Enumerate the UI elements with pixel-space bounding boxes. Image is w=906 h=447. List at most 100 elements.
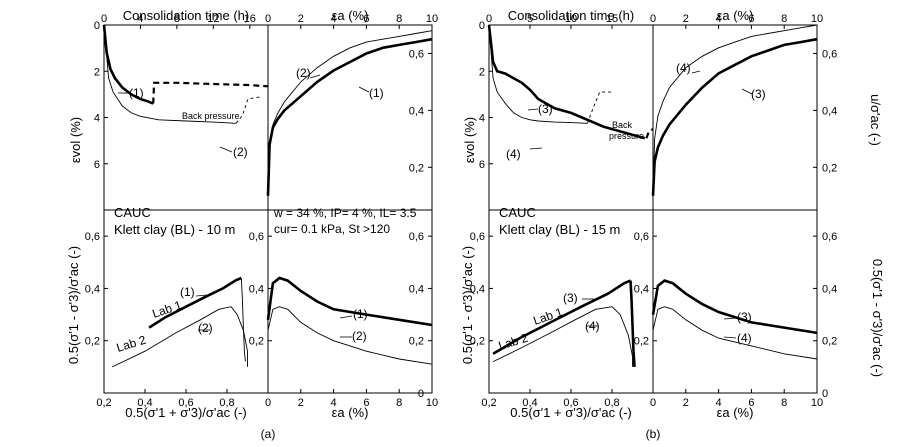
plot-frame-b-porepressure: [652, 24, 818, 211]
series-line-0-0: [102, 24, 154, 105]
panel-b-title-line2: Klett clay (BL) - 15 m: [499, 222, 620, 237]
axis-title-u-right: u/σ'ac (-): [868, 94, 883, 146]
xtick-top-strain-1-ticklabel-3: 6: [748, 13, 754, 25]
series-line-4-2: [586, 91, 612, 124]
yticklabel-q-1-1: 0,4: [470, 283, 485, 295]
series-line-7-1: [652, 306, 818, 360]
xtick-top-strain-1-ticklabel-1: 2: [683, 13, 689, 25]
plot-frame-a-shear: [267, 209, 433, 394]
yticklabel-u-a-0: 0,2: [409, 162, 424, 174]
yticklabel-vol-1-2: 4: [479, 113, 485, 125]
series-line-0-2: [103, 24, 237, 124]
yticklabel-vol-0-2: 4: [94, 113, 100, 125]
series-line-7-0: [651, 279, 818, 335]
yticklabel-u-b-0: 0,2: [822, 162, 837, 174]
xtick-bottom-strain-0-ticklabel-3: 6: [363, 397, 369, 409]
callout-line-b-u-3: [741, 88, 753, 95]
dynamic-chart-layer: 0 2 4 6 8 10 0 2 4 6 8 100 2 4 6 8 10 0 2 4 6 8 100 4 8 12 16 0 5 10 1…: [85, 13, 838, 409]
yticklabel-qright-a-2: 0,4: [409, 283, 424, 295]
yticklabel-vol-1-1: 2: [479, 66, 485, 78]
callout-a-cons-2: (2): [233, 145, 248, 159]
xticklabel-stress-0-0: 0,2: [96, 397, 111, 409]
xtick-top-strain-0-ticklabel-5: 10: [426, 13, 438, 25]
yticklabel-vol-0-0: 0: [94, 20, 100, 32]
back-pressure-label-a: Back pressure: [182, 111, 240, 121]
yticklabel-q-0-2: 0,6: [85, 231, 100, 243]
xticklabel-time-a-2: 8: [174, 13, 180, 25]
xticklabel-stress-0-3: 0,8: [219, 397, 234, 409]
axis-title-vol-a: εvol (%): [68, 117, 83, 163]
series-line-6-2: [492, 306, 633, 367]
xticklabel-time-a-1: 4: [137, 13, 143, 25]
axis-title-q-left-b: 0.5(σ'1 - σ'3)/σ'ac (-): [460, 246, 475, 364]
yticklabel-u-a-1: 0,4: [409, 105, 424, 117]
callout-line-a-u-1: [358, 86, 370, 93]
axis-title-strain-top-a: εa (%): [332, 8, 369, 23]
plot-frame-a-stresspath: [103, 209, 269, 394]
xtick-top-strain-0-ticklabel-1: 2: [298, 13, 304, 25]
yticklabel-vol-0-3: 6: [94, 159, 100, 171]
panel-a-title-line1: CAUC: [114, 205, 151, 220]
axis-title-time-a: Consolidation time (h): [123, 8, 249, 23]
series-line-4-0: [487, 24, 646, 140]
series-line-0-3: [235, 96, 262, 124]
xtick-bottom-strain-0-ticklabel-1: 2: [298, 397, 304, 409]
yticklabel-q-2-1: 0,4: [249, 283, 264, 295]
panel-b-caption: (b): [646, 427, 661, 441]
xtick-bottom-strain-0-ticklabel-5: 10: [426, 397, 438, 409]
series-line-1-1: [267, 30, 433, 196]
xticklabel-stress-1-1: 0,4: [522, 397, 537, 409]
series-line-2-1: [240, 277, 246, 362]
axis-title-strain-top-b: εa (%): [717, 8, 754, 23]
xticklabel-stress-0-2: 0,6: [178, 397, 193, 409]
axis-title-q-left-a: 0.5(σ'1 - σ'3)/σ'ac (-): [66, 246, 81, 364]
panel-a-props-line1: w = 34 %, IP= 4 %, IL= 3.5: [273, 206, 417, 220]
axis-title-vol-b: εvol (%): [462, 117, 477, 163]
axis-title-time-b: Consolidation time (h): [508, 8, 634, 23]
yticklabel-qright-a-3: 0,6: [409, 231, 424, 243]
axis-title-stress-b: 0.5(σ'1 + σ'3)/σ'ac (-): [510, 405, 631, 420]
back-pressure-label-b-line2: pressure: [609, 131, 644, 141]
series-line-3-0: [266, 276, 433, 327]
yticklabel-vol-1-3: 6: [479, 159, 485, 171]
callout-a-u-2: (2): [296, 66, 311, 80]
panel-b-title-line1: CAUC: [499, 205, 536, 220]
xtick-bottom-strain-1-ticklabel-2: 4: [716, 397, 722, 409]
xticklabel-time-a-3: 12: [207, 13, 219, 25]
yticklabel-q-1-0: 0,2: [470, 336, 485, 348]
axis-title-strain-bottom-b: εa (%): [717, 405, 754, 420]
callout-b-sh-4: (4): [737, 331, 752, 345]
xtick-top-strain-0-ticklabel-0: 0: [265, 13, 271, 25]
lab2-label-a: Lab 2: [115, 333, 148, 355]
yticklabel-q-0-1: 0,4: [85, 283, 100, 295]
callout-a-sp-2: (2): [198, 321, 213, 335]
series-line-2-0: [148, 276, 242, 329]
callout-b-u-4: (4): [676, 61, 691, 75]
series-line-6-0: [492, 279, 632, 355]
xticklabel-time-b-1: 5: [527, 13, 533, 25]
series-line-5-0: [651, 37, 818, 196]
xtick-top-strain-1-ticklabel-5: 10: [811, 13, 823, 25]
xticklabel-time-a-0: 0: [101, 13, 107, 25]
callout-a-sh-2: (2): [352, 329, 367, 343]
axis-title-stress-a: 0.5(σ'1 + σ'3)/σ'ac (-): [125, 405, 246, 420]
callout-a-u-1: (1): [369, 86, 384, 100]
back-pressure-label-b-line1: Back: [612, 120, 633, 130]
yticklabel-q-3-0: 0,2: [634, 336, 649, 348]
yticklabel-u-a-2: 0,6: [409, 48, 424, 60]
callout-line-b-sh-4: [723, 336, 737, 339]
xtick-bottom-strain-0-ticklabel-4: 8: [396, 397, 402, 409]
xtick-top-strain-1-ticklabel-2: 4: [716, 13, 722, 25]
panel-a-props-line2: cur= 0.1 kPa, St >120: [274, 222, 390, 236]
xticklabel-stress-1-3: 0,8: [604, 397, 619, 409]
series-line-4-3: [645, 128, 654, 139]
xticklabel-time-a-4: 16: [244, 13, 256, 25]
callout-line-b-cons-3: [527, 108, 539, 111]
xtick-bottom-strain-0-ticklabel-0: 0: [265, 397, 271, 409]
xticklabel-time-b-0: 0: [486, 13, 492, 25]
yticklabel-qright-b-1: 0,2: [822, 336, 837, 348]
xtick-bottom-strain-1-ticklabel-0: 0: [650, 397, 656, 409]
plot-frame-b-consolidation: [488, 24, 654, 211]
callout-line-a-cons-2: [219, 146, 233, 153]
